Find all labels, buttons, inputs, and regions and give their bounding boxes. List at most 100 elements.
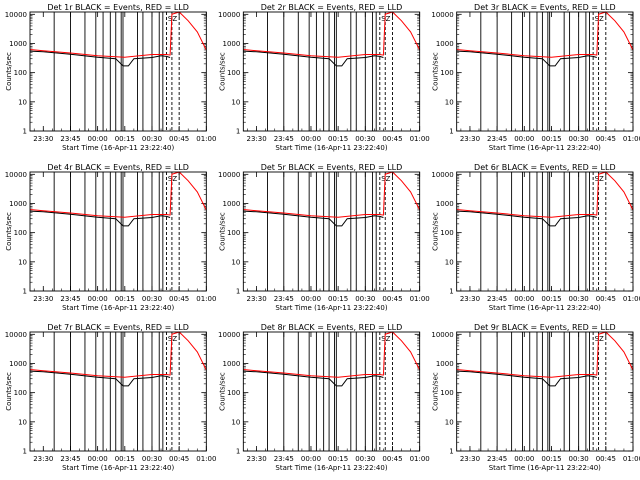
x-tick-label: 00:00 — [88, 295, 108, 303]
x-tick-label: 00:00 — [514, 455, 534, 463]
plot-frame — [242, 11, 421, 132]
zone-label: SZ — [168, 175, 177, 183]
x-tick-label: 00:45 — [382, 135, 402, 143]
x-axis-label: Start Time (16-Apr-11 23:22:40) — [275, 304, 387, 312]
y-tick-label: 1000 — [436, 40, 454, 48]
x-tick-label: 01:00 — [623, 455, 640, 463]
plot-frame — [29, 331, 207, 452]
plot-frame — [29, 171, 207, 292]
x-tick-label: 01:00 — [410, 135, 430, 143]
x-tick-label: 00:15 — [115, 295, 135, 303]
y-axis-label: Counts/sec — [218, 372, 226, 411]
x-tick-label: 23:45 — [274, 455, 294, 463]
y-tick-label: 10 — [231, 98, 240, 106]
series-line-black — [29, 210, 171, 227]
x-tick-label: 00:15 — [541, 135, 561, 143]
x-tick-label: 00:00 — [88, 455, 108, 463]
series-line-red — [29, 171, 207, 218]
y-tick-label: 1000 — [9, 40, 27, 48]
y-axis-label: Counts/sec — [432, 212, 440, 251]
x-axis-label: Start Time (16-Apr-11 23:22:40) — [62, 464, 174, 472]
y-tick-label: 10000 — [431, 171, 453, 179]
y-tick-label: 1000 — [223, 360, 241, 368]
x-axis-label: Start Time (16-Apr-11 23:22:40) — [275, 144, 387, 152]
series-line-red — [243, 11, 421, 58]
x-axis-label: Start Time (16-Apr-11 23:22:40) — [489, 304, 601, 312]
x-tick-label: 00:00 — [301, 295, 321, 303]
y-tick-label: 10 — [445, 98, 454, 106]
y-tick-label: 10 — [445, 418, 454, 426]
series-line-black — [243, 210, 384, 227]
y-tick-label: 1 — [23, 448, 27, 456]
plot-frame — [242, 171, 421, 292]
chart-title: Det 8r BLACK = Events, RED = LLD — [261, 323, 403, 332]
series-line-red — [456, 331, 634, 378]
x-tick-label: 23:45 — [60, 135, 80, 143]
x-axis-label: Start Time (16-Apr-11 23:22:40) — [489, 144, 601, 152]
chart-panel-1: Det 1r BLACK = Events, RED = LLD 1 10 100 10… — [5, 3, 217, 152]
series-line-red — [456, 171, 634, 218]
x-tick-label: 23:45 — [487, 455, 507, 463]
x-tick-label: 00:45 — [382, 455, 402, 463]
y-axis-label: Counts/sec — [5, 52, 13, 91]
x-tick-label: 00:15 — [328, 135, 348, 143]
y-tick-label: 10 — [231, 418, 240, 426]
y-tick-label: 100 — [227, 229, 240, 237]
x-tick-label: 23:30 — [247, 455, 267, 463]
y-axis-label: Counts/sec — [432, 52, 440, 91]
x-tick-label: 00:15 — [115, 455, 135, 463]
x-tick-label: 23:45 — [274, 135, 294, 143]
x-tick-label: 00:15 — [328, 295, 348, 303]
x-axis-label: Start Time (16-Apr-11 23:22:40) — [62, 304, 174, 312]
chart-panel-2: Det 2r BLACK = Events, RED = LLD 1 10 100 10… — [218, 3, 430, 152]
x-tick-label: 00:00 — [301, 135, 321, 143]
x-tick-label: 00:30 — [569, 135, 589, 143]
x-tick-label: 00:00 — [514, 295, 534, 303]
x-tick-label: 23:45 — [274, 295, 294, 303]
series-line-red — [456, 11, 634, 58]
chart-title: Det 9r BLACK = Events, RED = LLD — [474, 323, 616, 332]
x-tick-label: 01:00 — [196, 455, 216, 463]
y-axis-label: Counts/sec — [432, 372, 440, 411]
series-line-black — [456, 50, 597, 67]
x-tick-label: 23:30 — [33, 455, 53, 463]
x-tick-label: 00:00 — [514, 135, 534, 143]
chart-title: Det 1r BLACK = Events, RED = LLD — [47, 3, 189, 12]
zone-label: SZ — [381, 15, 390, 23]
y-tick-label: 10 — [18, 258, 27, 266]
y-axis-label: Counts/sec — [5, 212, 13, 251]
x-tick-label: 00:45 — [596, 295, 616, 303]
chart-panel-5: Det 5r BLACK = Events, RED = LLD 1 10 100 10… — [218, 163, 430, 312]
series-line-black — [456, 210, 597, 227]
y-tick-label: 1000 — [223, 200, 241, 208]
y-tick-label: 10 — [445, 258, 454, 266]
y-tick-label: 1000 — [436, 200, 454, 208]
y-tick-label: 10 — [18, 98, 27, 106]
chart-panel-7: Det 7r BLACK = Events, RED = LLD 1 10 100 10… — [5, 323, 217, 472]
x-tick-label: 01:00 — [623, 295, 640, 303]
zone-label: SZ — [381, 175, 390, 183]
x-tick-label: 23:30 — [33, 295, 53, 303]
y-tick-label: 1 — [449, 128, 453, 136]
x-tick-label: 00:15 — [328, 455, 348, 463]
chart-title: Det 3r BLACK = Events, RED = LLD — [474, 3, 616, 12]
x-tick-label: 00:30 — [355, 455, 375, 463]
zone-label: SZ — [168, 335, 177, 343]
x-tick-label: 23:45 — [60, 295, 80, 303]
y-tick-label: 1 — [236, 448, 240, 456]
chart-panel-8: Det 8r BLACK = Events, RED = LLD 1 10 100 10… — [218, 323, 430, 472]
y-tick-label: 100 — [440, 69, 453, 77]
y-tick-label: 10 — [18, 418, 27, 426]
zone-label: SZ — [595, 335, 604, 343]
series-line-red — [29, 331, 207, 378]
x-axis-label: Start Time (16-Apr-11 23:22:40) — [489, 464, 601, 472]
series-line-black — [456, 370, 597, 387]
plot-frame — [29, 11, 207, 132]
x-tick-label: 00:00 — [88, 135, 108, 143]
x-tick-label: 00:45 — [596, 135, 616, 143]
x-tick-label: 23:45 — [487, 135, 507, 143]
series-line-black — [243, 50, 384, 67]
y-tick-label: 1 — [23, 128, 27, 136]
y-tick-label: 1 — [449, 288, 453, 296]
x-tick-label: 01:00 — [410, 295, 430, 303]
